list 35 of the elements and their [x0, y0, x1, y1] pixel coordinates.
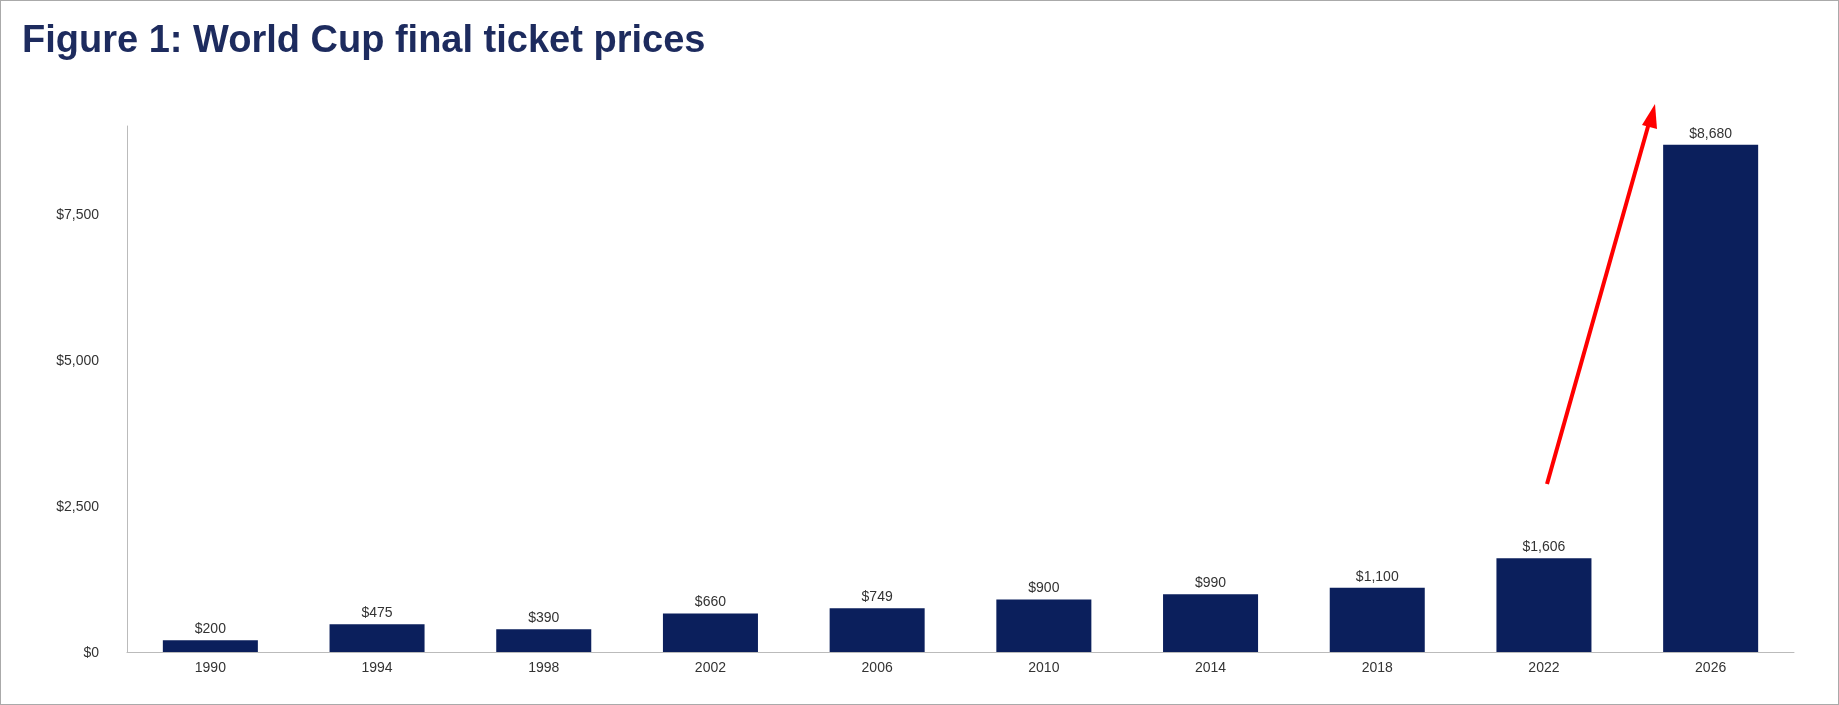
y-tick-label: $0 [83, 644, 100, 660]
bar [1496, 558, 1592, 652]
x-tick-label: 2018 [1361, 659, 1394, 675]
x-tick-label: 2010 [1028, 659, 1060, 675]
x-tick-label: 1998 [528, 659, 560, 675]
x-tick-label: 1994 [361, 659, 393, 675]
x-tick-label: 2002 [694, 659, 727, 675]
bar [829, 608, 925, 652]
bar [996, 599, 1092, 652]
data-label: $8,680 [1689, 124, 1733, 141]
bar [496, 629, 592, 652]
bar [1663, 144, 1759, 652]
bar [1329, 587, 1425, 652]
data-label: $749 [861, 588, 893, 605]
x-tick-label: 2022 [1528, 659, 1560, 675]
bar [662, 613, 758, 652]
data-label: $1,606 [1522, 538, 1566, 555]
x-tick-label: 2026 [1695, 659, 1727, 675]
x-tick-label: 2006 [861, 659, 893, 675]
data-label: $200 [194, 620, 227, 637]
data-label: $1,100 [1355, 567, 1399, 584]
y-tick-label: $2,500 [56, 497, 100, 514]
data-label: $990 [1194, 574, 1227, 591]
data-label: $390 [528, 609, 560, 626]
data-label: $900 [1028, 579, 1060, 596]
bar [162, 640, 258, 652]
y-tick-label: $7,500 [56, 205, 100, 222]
chart-title: Figure 1: World Cup final ticket prices [22, 18, 706, 60]
y-tick-label: $5,000 [56, 351, 100, 368]
bar [1163, 594, 1259, 652]
x-tick-label: 2014 [1194, 659, 1227, 675]
x-tick-label: 1990 [194, 659, 227, 675]
data-label: $475 [361, 604, 393, 621]
data-label: $660 [694, 593, 727, 610]
bar [329, 624, 425, 652]
